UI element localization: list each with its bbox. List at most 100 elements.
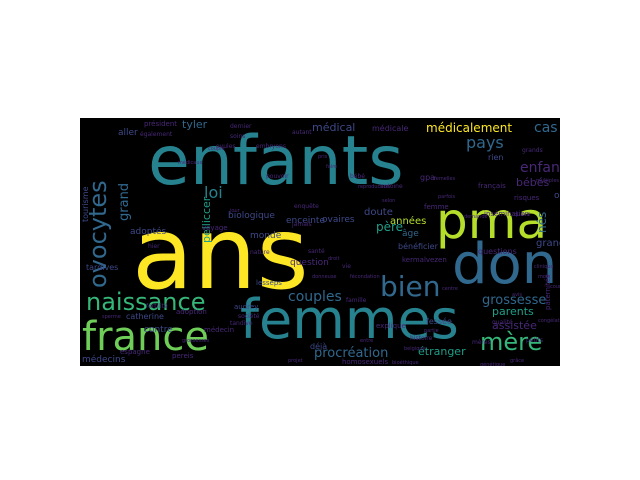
word-51: fessée — [426, 316, 452, 326]
word-59: espagne — [120, 348, 150, 356]
word-77: petits — [526, 337, 543, 344]
word-55: adoption — [176, 308, 207, 316]
word-73: santé — [308, 248, 325, 255]
word-9: mère — [480, 328, 542, 356]
word-53: homosexuels — [342, 358, 388, 366]
word-39: monde — [250, 231, 282, 241]
word-76: grands — [522, 147, 543, 154]
word-6: naissance — [86, 288, 205, 316]
word-88: pouvoir — [266, 173, 289, 180]
word-29: grande — [536, 238, 560, 249]
word-26: pelliccer — [200, 196, 213, 243]
word-42: questions — [478, 247, 517, 256]
word-99: femelles — [434, 176, 456, 182]
word-86: tandive — [230, 320, 253, 327]
word-48: gpa — [420, 173, 435, 182]
word-17: cas — [534, 120, 558, 136]
word-47: médicale — [372, 123, 409, 133]
word-25: années — [390, 215, 426, 227]
word-5: france — [82, 314, 209, 360]
word-79: famille — [346, 297, 367, 304]
word-13: grossesse — [482, 293, 546, 308]
word-cloud: ans enfants femmes don pma france naissance ovo… — [80, 118, 560, 366]
word-50: tourisme — [81, 186, 90, 222]
word-67: lesseps — [256, 279, 282, 287]
word-1: enfants — [148, 122, 404, 201]
word-61: kermalvezen — [402, 256, 447, 264]
word-113: quand — [514, 212, 530, 218]
word-45: déjà — [310, 341, 327, 351]
word-4: pma — [436, 192, 547, 250]
word-110: belgique — [404, 346, 426, 352]
word-30: ogo — [554, 191, 560, 201]
word-85: autant — [292, 129, 312, 136]
word-66: voyage — [202, 224, 228, 232]
word-11: pays — [466, 133, 504, 152]
word-93: fécondation — [350, 273, 380, 280]
word-75: ovules — [216, 143, 236, 150]
word-22: étranger — [418, 345, 466, 358]
word-57: paternités — [544, 274, 552, 310]
word-109: entre — [360, 338, 373, 344]
word-74: société — [238, 313, 260, 320]
word-84: soins — [230, 133, 245, 140]
word-43: question — [290, 258, 329, 268]
word-78: histoire — [410, 335, 433, 342]
word-117: génétique — [480, 361, 505, 366]
word-46: rien — [488, 153, 504, 162]
word-111: bioéthique — [392, 359, 419, 366]
word-97: droit — [328, 256, 340, 262]
word-118: grossesses — [182, 338, 210, 344]
word-18: grand — [117, 183, 132, 221]
word-2: femmes — [240, 288, 459, 351]
word-68: également — [140, 131, 173, 138]
word-119: médicaux — [178, 159, 202, 166]
word-104: jour — [229, 208, 241, 214]
word-70: mères — [472, 339, 491, 346]
word-16: médicalement — [426, 121, 512, 135]
word-106: grâce — [510, 357, 524, 364]
word-114: selon — [382, 198, 395, 204]
word-62: insémination — [484, 210, 529, 218]
word-15: procréation — [314, 346, 388, 361]
word-112: multiples — [536, 178, 559, 184]
word-101: faire — [326, 164, 337, 170]
word-0: ans — [132, 195, 309, 312]
word-81: enquête — [294, 203, 319, 210]
word-21: assistée — [492, 319, 537, 332]
word-120: avis — [512, 292, 522, 298]
word-7: ovocytes — [84, 180, 112, 288]
word-28: nés — [535, 212, 549, 233]
word-65: audrey — [234, 303, 258, 311]
word-94: parfois — [438, 194, 456, 200]
word-3: don — [452, 232, 557, 297]
word-121: partie — [424, 328, 439, 334]
word-27: bébés — [516, 176, 550, 189]
word-69: embryons — [256, 143, 286, 150]
word-23: tyler — [182, 118, 208, 131]
word-33: catherine — [126, 312, 164, 321]
word-34: contre — [144, 325, 173, 335]
word-31: médecins — [82, 354, 126, 365]
word-105: cours — [550, 284, 560, 290]
word-116: projet — [288, 358, 303, 364]
word-89: antoine — [380, 183, 403, 190]
word-71: hier — [148, 243, 160, 250]
word-19: père — [376, 220, 403, 234]
word-58: médecin — [204, 326, 234, 334]
word-37: ovaires — [322, 215, 355, 225]
word-35: âge — [402, 229, 419, 239]
word-12: loi — [204, 183, 223, 202]
word-87: jamais — [291, 221, 312, 228]
word-98: couple — [208, 146, 225, 152]
word-38: enceinte — [286, 216, 325, 226]
word-95: centre — [442, 286, 458, 292]
word-64: risques — [514, 194, 540, 202]
word-54: président — [144, 120, 177, 128]
word-24: médical — [312, 121, 355, 134]
word-36: doute — [364, 207, 393, 218]
word-41: bénéficier — [398, 241, 439, 251]
word-14: couples — [288, 289, 342, 305]
word-115: demande — [464, 214, 488, 220]
word-32: adoptés — [130, 226, 167, 237]
